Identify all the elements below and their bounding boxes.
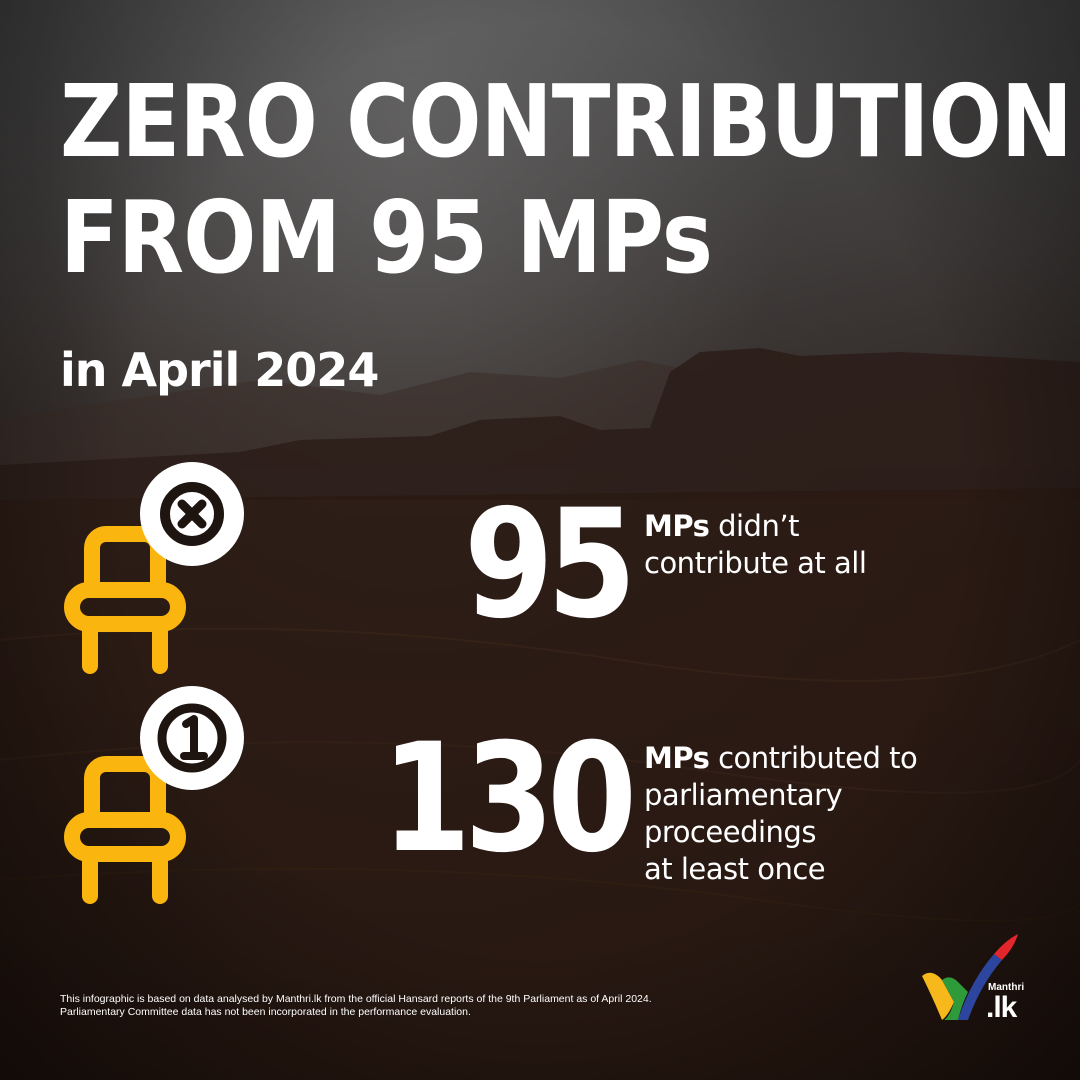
headline-line-2: FROM 95 MPs [60, 179, 713, 296]
stat-description-contributed: MPs contributed to parliamentary proceedin… [644, 740, 918, 888]
stat-text-line: didn’t [709, 509, 799, 543]
logo-wordmark-small: Manthri [988, 982, 1025, 993]
footnote: This infographic is based on data analys… [60, 993, 820, 1019]
stat-lead: MPs [644, 741, 710, 775]
stat-number-contributed: 130 [381, 712, 637, 886]
stat-text-line: contributed to [709, 741, 918, 775]
stat-lead: MPs [644, 509, 710, 543]
footnote-line-2: Parliamentary Committee data has not bee… [60, 1006, 471, 1018]
stat-text-line: at least once [644, 852, 826, 886]
stat-text-line: parliamentary [644, 778, 843, 812]
stat-number-no-contribution: 95 [464, 478, 637, 652]
chair-one-icon [64, 686, 244, 904]
stat-description-no-contribution: MPs didn’t contribute at all [644, 508, 867, 582]
footnote-line-1: This infographic is based on data analys… [60, 993, 652, 1005]
chair-x-icon [64, 462, 244, 674]
stat-text-line: contribute at all [644, 546, 867, 580]
stat-text-line: proceedings [644, 815, 816, 849]
subtitle: in April 2024 [60, 343, 379, 397]
headline-line-1: ZERO CONTRIBUTION [60, 63, 1073, 180]
manthri-logo: Manthri .lk [918, 932, 1024, 1024]
checkmark-logo-icon [922, 934, 1018, 1020]
logo-wordmark-domain: .lk [986, 991, 1017, 1024]
